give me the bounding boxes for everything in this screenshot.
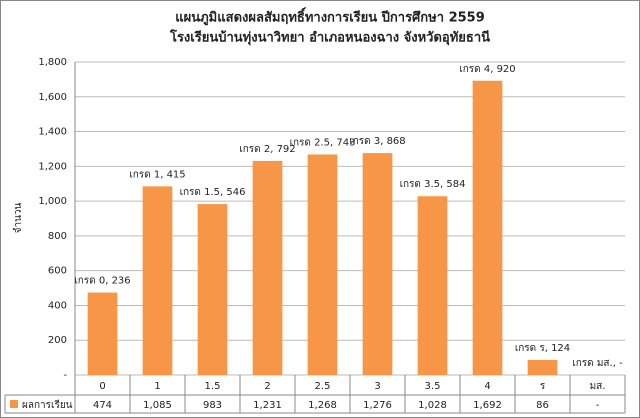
x-tick-label: 1 [154, 381, 160, 392]
y-tick-label: 400 [48, 300, 67, 311]
bar [87, 292, 118, 375]
y-tick-label: 1,400 [38, 127, 67, 138]
bar [527, 360, 558, 375]
y-tick-label: 200 [48, 335, 67, 346]
chart-title: แผนภูมิแสดงผลสัมฤทธิ์ทางการเรียน ปีการศึ… [175, 7, 485, 26]
table-value: 1,028 [418, 400, 447, 411]
legend-label: ผลการเรียน [22, 399, 73, 411]
bar-annotation: เกรด 1, 415 [129, 169, 185, 180]
y-tick-label: 1,600 [38, 92, 67, 103]
y-tick-label: 800 [48, 231, 67, 242]
chart-subtitle: โรงเรียนบ้านทุ่งนาวิทยา อำเภอหนองฉาง จัง… [169, 29, 490, 46]
y-tick-label: 600 [48, 266, 67, 277]
legend-marker [10, 400, 18, 408]
bar-annotation: เกรด 2, 792 [239, 144, 295, 155]
bar-annotation: เกรด 0, 236 [74, 276, 130, 287]
x-tick-label: 3 [374, 381, 380, 392]
bar [417, 196, 448, 375]
table-value: 983 [203, 400, 222, 411]
table-value: 1,268 [308, 400, 337, 411]
bar [472, 80, 503, 375]
y-axis-label: จำนวน [13, 202, 24, 233]
y-tick-label: 1,200 [38, 161, 67, 172]
y-tick-label: 1,000 [38, 196, 67, 207]
x-tick-label: 2 [264, 381, 270, 392]
x-tick-label: ร [540, 381, 546, 392]
bar-annotation: เกรด 3, 868 [349, 136, 405, 147]
bar [252, 160, 283, 375]
table-value: 1,692 [473, 400, 502, 411]
x-tick-label: 4 [484, 381, 490, 392]
table-value: 474 [93, 400, 112, 411]
bar-annotation: เกรด 2.5, 743 [290, 138, 356, 149]
bar-annotation: เกรด ร, 124 [515, 343, 570, 354]
bar [307, 154, 338, 375]
bar-annotation: เกรด 1.5, 546 [180, 187, 246, 198]
bar-annotation: เกรด 4, 920 [459, 64, 515, 75]
bar [362, 153, 393, 375]
table-value: 1,231 [253, 400, 282, 411]
x-tick-label: 3.5 [425, 381, 441, 392]
bar-annotation: เกรด 3.5, 584 [400, 179, 466, 190]
bar [142, 186, 173, 375]
bar [197, 204, 228, 375]
x-tick-label: มส. [590, 381, 606, 392]
table-value: 1,085 [143, 400, 172, 411]
bar-annotation: เกรด มส., - [572, 358, 623, 369]
table-value: 86 [536, 400, 549, 411]
y-tick-label: - [63, 370, 67, 381]
x-tick-label: 0 [99, 381, 105, 392]
table-value: 1,276 [363, 400, 392, 411]
x-tick-label: 1.5 [205, 381, 221, 392]
x-tick-label: 2.5 [315, 381, 331, 392]
table-value: - [596, 400, 600, 411]
y-tick-label: 1,800 [38, 57, 67, 68]
